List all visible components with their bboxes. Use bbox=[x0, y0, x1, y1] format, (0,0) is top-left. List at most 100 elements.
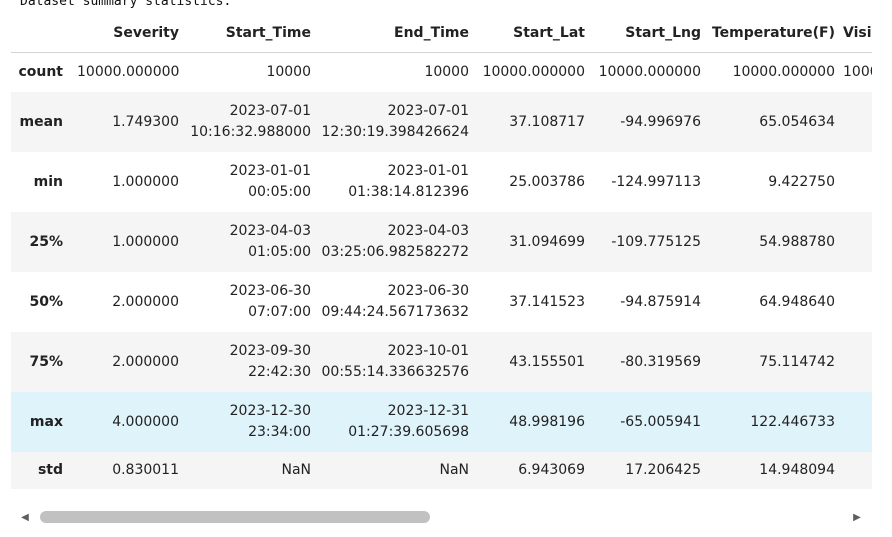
table-cell: 9.422750 bbox=[709, 152, 843, 212]
cell-value: 2.000000 bbox=[112, 353, 179, 370]
row-index-label: count bbox=[18, 63, 63, 80]
cell-value: 2023-06-30 bbox=[387, 283, 469, 299]
cell-value: 54.988780 bbox=[759, 233, 835, 250]
table-cell: 10000.000000 bbox=[77, 52, 187, 92]
column-header: Visibility(mi) bbox=[843, 24, 872, 41]
scroll-right-arrow-icon[interactable]: ▶ bbox=[853, 511, 861, 523]
cell-value: 75.114742 bbox=[759, 353, 835, 370]
cell-value: 10000.000000 bbox=[482, 63, 585, 80]
table-row: 25% 1.000000 2023-04-03 01:05:00 2023-04-03 0… bbox=[11, 212, 872, 272]
cell-value: 2023-07-01 bbox=[229, 103, 311, 119]
table-cell bbox=[843, 332, 872, 392]
cell-value: 2023-10-01 bbox=[387, 343, 469, 359]
column-header: Temperature(F) bbox=[711, 24, 835, 41]
table-cell: 37.141523 bbox=[477, 272, 593, 332]
table-cell: -94.875914 bbox=[593, 272, 709, 332]
cell-value: 2023-01-01 bbox=[229, 163, 311, 179]
cell-value: 23:34:00 bbox=[248, 424, 311, 440]
table-cell: NaN bbox=[187, 452, 319, 489]
table-cell: -94.996976 bbox=[593, 92, 709, 152]
cell-value: 25.003786 bbox=[509, 173, 585, 190]
cell-value: 2023-12-30 bbox=[229, 403, 311, 419]
table-row: 75% 2.000000 2023-09-30 22:42:30 2023-10-01 0… bbox=[11, 332, 872, 392]
table-cell: 2.000000 bbox=[77, 332, 187, 392]
table-cell: 2023-04-03 03:25:06.982582272 bbox=[319, 212, 477, 272]
cell-value: 00:55:14.336632576 bbox=[321, 364, 470, 380]
column-header: End_Time bbox=[394, 24, 469, 41]
cell-value: 17.206425 bbox=[625, 462, 701, 478]
table-cell: 14.948094 bbox=[709, 452, 843, 489]
table-cell: 1.749300 bbox=[77, 92, 187, 152]
table-row: min 1.000000 2023-01-01 00:05:00 2023-01-01 0… bbox=[11, 152, 872, 212]
cell-value: 65.054634 bbox=[759, 113, 835, 130]
cell-value: 2023-06-30 bbox=[229, 283, 311, 299]
scroll-left-arrow-icon[interactable]: ◀ bbox=[21, 511, 29, 523]
cell-value: 10:16:32.988000 bbox=[190, 124, 311, 140]
table-cell: 10000.000000 bbox=[593, 52, 709, 92]
table-cell: 2023-12-31 01:27:39.605698 bbox=[319, 392, 477, 452]
column-header: Start_Lng bbox=[625, 24, 701, 41]
table-cell: 0.830011 bbox=[77, 452, 187, 489]
table-cell: 17.206425 bbox=[593, 452, 709, 489]
table-cell: 10000 bbox=[187, 52, 319, 92]
cell-value: 9.422750 bbox=[768, 173, 835, 190]
table-cell bbox=[843, 452, 872, 489]
table-cell: -124.997113 bbox=[593, 152, 709, 212]
cell-value: 00:05:00 bbox=[248, 184, 311, 200]
table-cell: 6.943069 bbox=[477, 452, 593, 489]
cell-value: 4.000000 bbox=[112, 413, 179, 430]
cell-value: 2023-04-03 bbox=[387, 223, 469, 239]
cell-value: 0.830011 bbox=[112, 462, 179, 478]
table-cell: 2023-01-01 01:38:14.812396 bbox=[319, 152, 477, 212]
cell-value: 14.948094 bbox=[759, 462, 835, 478]
table-cell: 2023-10-01 00:55:14.336632576 bbox=[319, 332, 477, 392]
cell-value: 10000.000000 bbox=[77, 63, 180, 80]
table-cell: 65.054634 bbox=[709, 92, 843, 152]
cell-value: 22:42:30 bbox=[248, 364, 311, 380]
table-cell: 2023-07-01 10:16:32.988000 bbox=[187, 92, 319, 152]
cell-value: -65.005941 bbox=[620, 413, 701, 430]
cell-value: 10000 bbox=[424, 63, 469, 80]
table-cell bbox=[843, 92, 872, 152]
table-row: mean 1.749300 2023-07-01 10:16:32.988000 202… bbox=[11, 92, 872, 152]
cell-value: 6.943069 bbox=[518, 462, 585, 478]
output-header-text: Dataset summary statistics: bbox=[20, 0, 232, 9]
table-cell: 64.948640 bbox=[709, 272, 843, 332]
table-cell: 2.000000 bbox=[77, 272, 187, 332]
cell-value: -94.875914 bbox=[620, 293, 701, 310]
table-cell: 10000.000000 bbox=[843, 52, 872, 92]
cell-value: 09:44:24.567173632 bbox=[321, 304, 470, 320]
table-cell: 2023-07-01 12:30:19.398426624 bbox=[319, 92, 477, 152]
column-header: Severity bbox=[113, 24, 179, 41]
cell-value: 01:38:14.812396 bbox=[348, 184, 469, 200]
table-cell: 10000.000000 bbox=[477, 52, 593, 92]
table-cell: 43.155501 bbox=[477, 332, 593, 392]
table-cell: 2023-06-30 07:07:00 bbox=[187, 272, 319, 332]
row-index-label: max bbox=[29, 413, 63, 430]
table-row: std 0.830011 NaN NaN 6.943069 17.206425 14.948… bbox=[11, 452, 872, 489]
row-index-label: min bbox=[33, 173, 63, 190]
table-cell bbox=[843, 212, 872, 272]
cell-value: 2023-04-03 bbox=[229, 223, 311, 239]
dataframe-viewport[interactable]: Severity Start_Time End_Time Start_Lat Start… bbox=[11, 15, 872, 511]
cell-value: 2023-07-01 bbox=[387, 103, 469, 119]
table-cell: NaN bbox=[319, 452, 477, 489]
cell-value: 37.141523 bbox=[509, 293, 585, 310]
table-cell: 10000.000000 bbox=[709, 52, 843, 92]
cell-value: -109.775125 bbox=[611, 233, 701, 250]
cell-value: 01:27:39.605698 bbox=[348, 424, 469, 440]
table-cell: 2023-06-30 09:44:24.567173632 bbox=[319, 272, 477, 332]
index-header bbox=[11, 15, 77, 52]
table-row: max 4.000000 2023-12-30 23:34:00 2023-12-31 0… bbox=[11, 392, 872, 452]
table-cell: 31.094699 bbox=[477, 212, 593, 272]
table-cell bbox=[843, 392, 872, 452]
table-cell: -109.775125 bbox=[593, 212, 709, 272]
table-cell: 54.988780 bbox=[709, 212, 843, 272]
horizontal-scrollbar[interactable]: ◀ ▶ bbox=[11, 507, 872, 527]
scrollbar-thumb[interactable] bbox=[40, 511, 430, 523]
row-index-label: mean bbox=[19, 113, 64, 130]
cell-value: 1.749300 bbox=[112, 113, 179, 130]
cell-value: 10000.000000 bbox=[732, 63, 835, 80]
table-cell: -65.005941 bbox=[593, 392, 709, 452]
table-row: 50% 2.000000 2023-06-30 07:07:00 2023-06-30 0… bbox=[11, 272, 872, 332]
